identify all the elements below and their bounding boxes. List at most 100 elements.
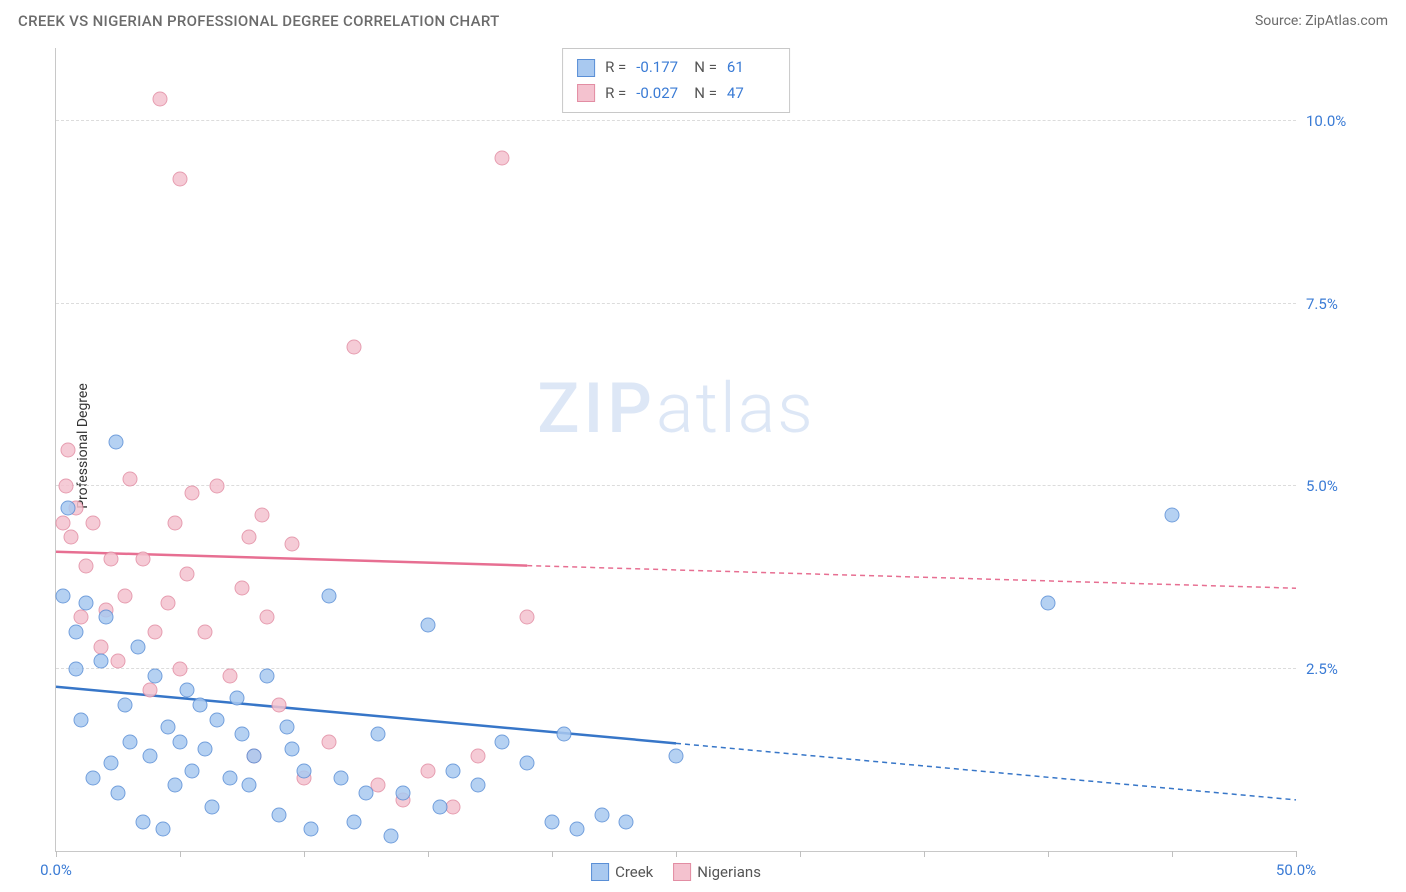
point-creek [557, 727, 572, 742]
point-creek [111, 785, 126, 800]
swatch-creek [577, 59, 595, 77]
point-creek [1165, 508, 1180, 523]
x-tick [552, 851, 553, 857]
point-creek [297, 763, 312, 778]
n-label: N = [694, 55, 717, 81]
point-nigerians [210, 479, 225, 494]
point-creek [168, 778, 183, 793]
point-creek [93, 654, 108, 669]
x-tick [1296, 851, 1297, 857]
gridline [56, 485, 1296, 486]
r-value-nigerians: -0.027 [636, 81, 684, 107]
point-creek [235, 727, 250, 742]
point-creek [78, 595, 93, 610]
point-creek [396, 785, 411, 800]
chart-title: CREEK VS NIGERIAN PROFESSIONAL DEGREE CO… [18, 12, 500, 30]
point-nigerians [111, 654, 126, 669]
n-value-nigerians: 47 [727, 81, 775, 107]
point-nigerians [103, 552, 118, 567]
n-value-creek: 61 [727, 55, 775, 81]
point-creek [669, 749, 684, 764]
point-nigerians [93, 639, 108, 654]
y-tick-label: 5.0% [1306, 477, 1356, 495]
point-creek [56, 588, 71, 603]
point-nigerians [58, 479, 73, 494]
point-creek [185, 763, 200, 778]
point-nigerians [86, 515, 101, 530]
r-label: R = [605, 55, 626, 81]
point-nigerians [173, 661, 188, 676]
point-creek [98, 610, 113, 625]
point-creek [180, 683, 195, 698]
gridline [56, 668, 1296, 669]
point-nigerians [346, 340, 361, 355]
x-tick [800, 851, 801, 857]
point-creek [197, 741, 212, 756]
legend-item-creek: Creek [591, 863, 653, 881]
x-tick [1048, 851, 1049, 857]
x-tick [924, 851, 925, 857]
point-nigerians [153, 92, 168, 107]
point-nigerians [123, 471, 138, 486]
point-creek [272, 807, 287, 822]
point-creek [205, 800, 220, 815]
r-value-creek: -0.177 [636, 55, 684, 81]
point-nigerians [63, 530, 78, 545]
point-creek [445, 763, 460, 778]
point-nigerians [222, 668, 237, 683]
scatter-chart: ZIPatlas R = -0.177 N = 61 R = -0.027 N … [55, 48, 1296, 852]
point-creek [123, 734, 138, 749]
point-nigerians [148, 625, 163, 640]
point-creek [68, 625, 83, 640]
point-creek [192, 698, 207, 713]
swatch-nigerians [577, 84, 595, 102]
point-creek [619, 814, 634, 829]
point-creek [143, 749, 158, 764]
point-creek [230, 690, 245, 705]
y-tick-label: 10.0% [1306, 112, 1356, 130]
point-creek [68, 661, 83, 676]
source-label: Source: ZipAtlas.com [1255, 13, 1388, 29]
point-creek [160, 719, 175, 734]
point-creek [148, 668, 163, 683]
y-tick-label: 2.5% [1306, 660, 1356, 678]
point-creek [495, 734, 510, 749]
point-creek [222, 771, 237, 786]
bottom-legend: Creek Nigerians [591, 863, 761, 881]
point-creek [594, 807, 609, 822]
x-tick [676, 851, 677, 857]
point-nigerians [495, 150, 510, 165]
point-nigerians [173, 172, 188, 187]
point-nigerians [180, 566, 195, 581]
point-creek [73, 712, 88, 727]
stats-row-nigerians: R = -0.027 N = 47 [577, 81, 775, 107]
point-creek [371, 727, 386, 742]
point-nigerians [259, 610, 274, 625]
point-creek [130, 639, 145, 654]
point-nigerians [284, 537, 299, 552]
legend-label-creek: Creek [615, 863, 653, 881]
point-creek [61, 500, 76, 515]
legend-label-nigerians: Nigerians [697, 863, 761, 881]
stats-legend-box: R = -0.177 N = 61 R = -0.027 N = 47 [562, 48, 790, 113]
x-tick [56, 851, 57, 857]
point-creek [346, 814, 361, 829]
point-nigerians [168, 515, 183, 530]
r-label: R = [605, 81, 626, 107]
point-nigerians [56, 515, 71, 530]
swatch-creek [591, 863, 609, 881]
x-tick [304, 851, 305, 857]
point-nigerians [254, 508, 269, 523]
point-creek [155, 822, 170, 837]
point-creek [259, 668, 274, 683]
point-creek [86, 771, 101, 786]
point-nigerians [73, 610, 88, 625]
swatch-nigerians [673, 863, 691, 881]
point-nigerians [520, 610, 535, 625]
point-creek [359, 785, 374, 800]
point-nigerians [160, 595, 175, 610]
point-nigerians [78, 559, 93, 574]
point-creek [108, 435, 123, 450]
x-tick-label: 50.0% [1276, 861, 1316, 879]
x-tick [428, 851, 429, 857]
